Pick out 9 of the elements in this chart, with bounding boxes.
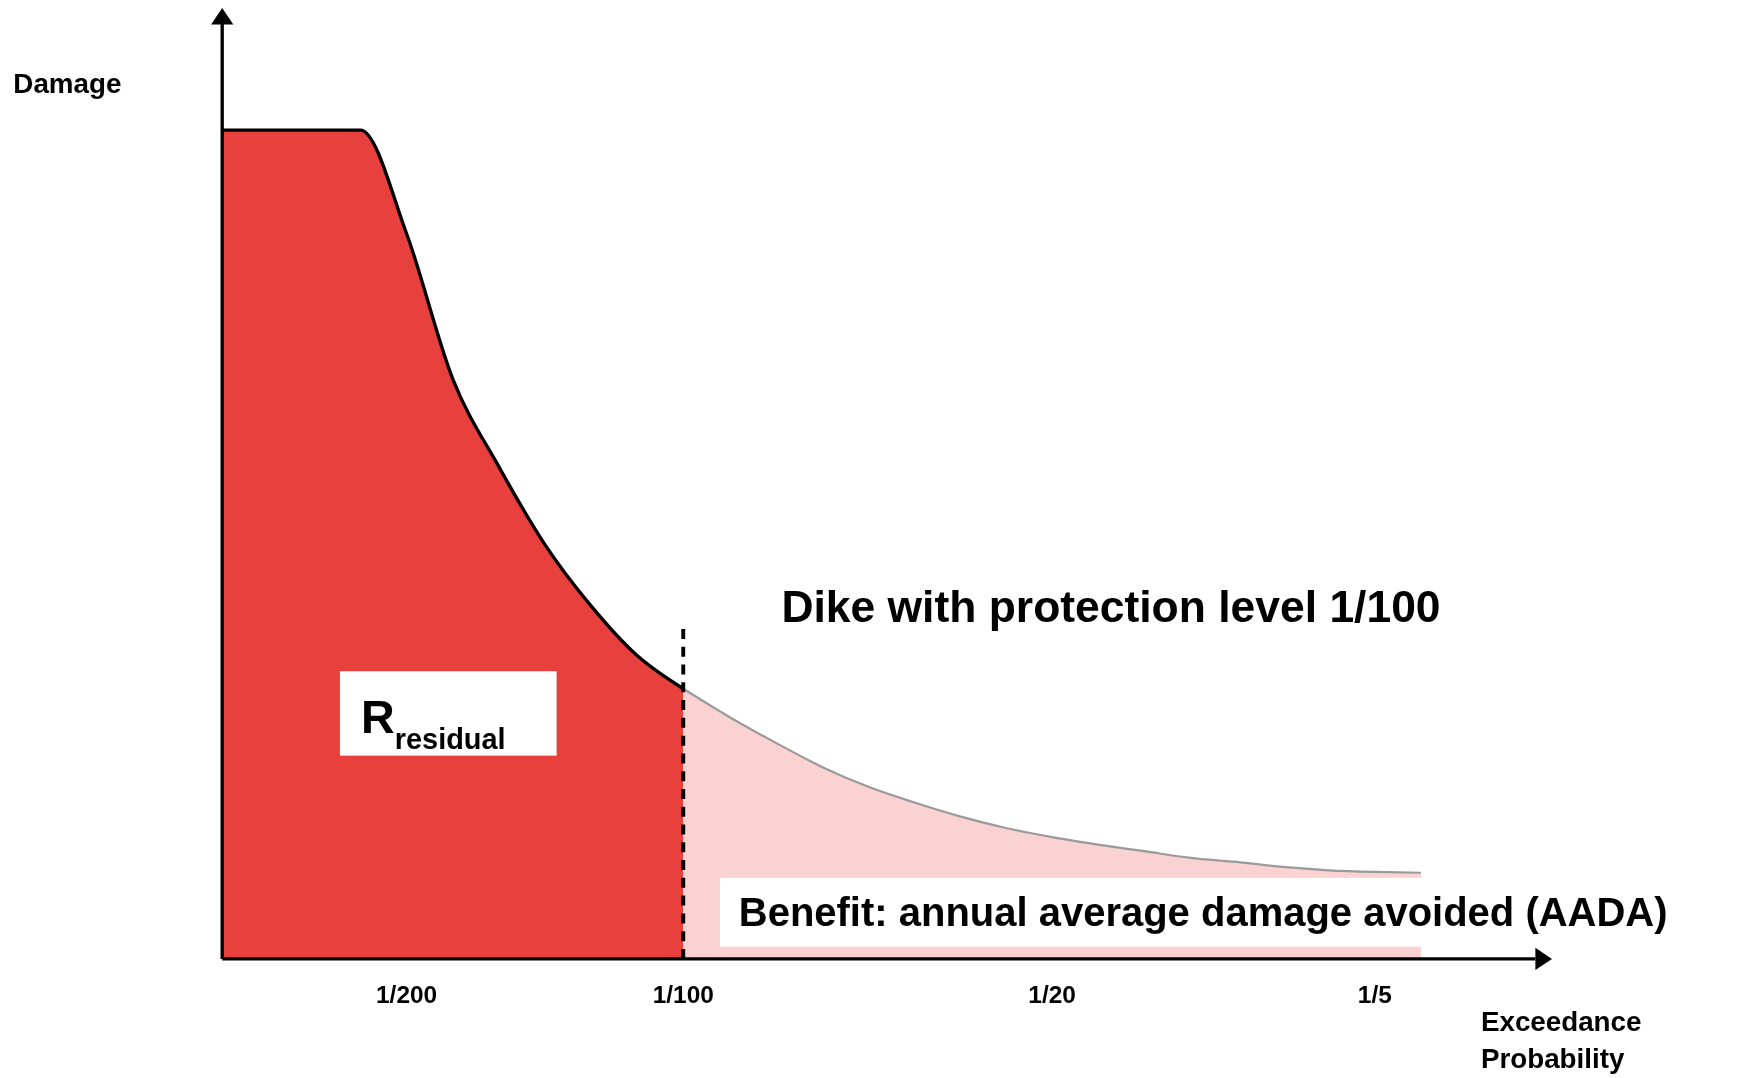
x-tick-label: 1/5: [1357, 981, 1392, 1009]
annotation: Benefit: annual average damage avoided (AADA): [738, 889, 1668, 934]
x-axis-title: Exceedance Probability: [1480, 1006, 1642, 1074]
annotation: R$_{residual}$: [361, 691, 506, 756]
annotation: Dike with protection level 1/100: [781, 582, 1441, 632]
x-tick-label: 1/200: [376, 981, 438, 1009]
x-tick-label: 1/100: [652, 981, 714, 1009]
y-axis-title: Damage: [13, 68, 122, 100]
x-tick-label: 1/20: [1028, 981, 1076, 1009]
